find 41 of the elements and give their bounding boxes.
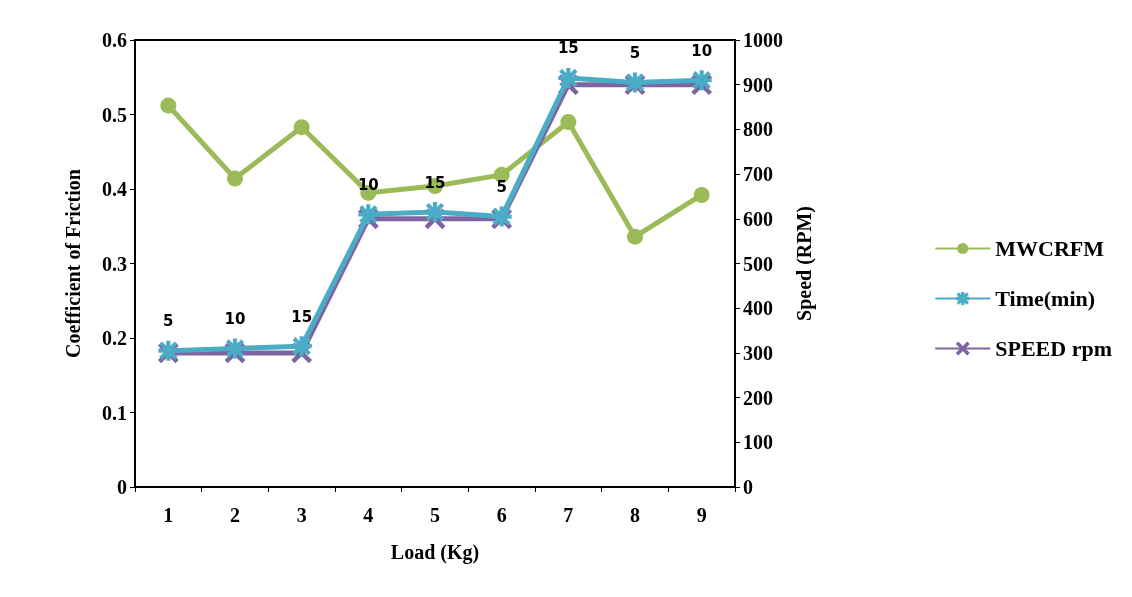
y2-tick-label: 0 [743,476,753,498]
x-tick-label: 8 [630,504,640,526]
y-tick-label: 0.1 [102,401,127,424]
y2-tick-label: 400 [743,297,773,320]
y2-tick-label: 500 [743,252,773,275]
y-tick-label: 0.3 [102,252,127,275]
y-axis-title: Coefficient of Friction [62,169,84,358]
legend-label: MWCRFM [995,236,1105,261]
y2-axis-title: Speed (RPM) [792,206,816,321]
y-tick-label: 0.4 [102,178,127,200]
annotation: 5 [163,312,174,331]
y2-tick-label: 900 [743,73,773,96]
annotation: 15 [424,173,446,192]
y-tick-label: 0 [117,476,127,498]
x-tick-label: 9 [696,504,707,526]
annotation: 10 [224,309,246,328]
annotation: 15 [557,39,579,58]
annotation: 5 [629,43,641,62]
y2-tick-label: 200 [743,386,773,409]
y2-tick-label: 100 [743,431,773,454]
x-tick-label: 3 [296,504,307,526]
y2-tick-label: 600 [743,207,773,230]
y-tick-label: 0.2 [102,327,127,349]
y2-tick-label: 700 [743,163,773,186]
x-tick-label: 1 [163,504,174,526]
annotation: 5 [496,178,507,197]
x-tick-label: 6 [496,504,507,526]
x-tick-label: 7 [563,504,574,526]
x-tick-label: 5 [430,504,440,526]
y2-tick-label: 800 [743,118,773,141]
x-axis-title: Load (Kg) [390,541,480,564]
annotation: 10 [691,41,713,60]
x-tick-label: 2 [230,504,240,526]
legend-label: Time(min) [995,286,1096,311]
x-tick-label: 4 [363,504,374,526]
y-tick-label: 0.5 [102,103,127,126]
y-tick-label: 0.6 [102,29,127,51]
y2-tick-label: 1000 [743,29,783,51]
y2-tick-label: 300 [743,341,773,364]
legend-label: SPEED rpm [995,336,1113,361]
annotation: 15 [291,307,313,326]
